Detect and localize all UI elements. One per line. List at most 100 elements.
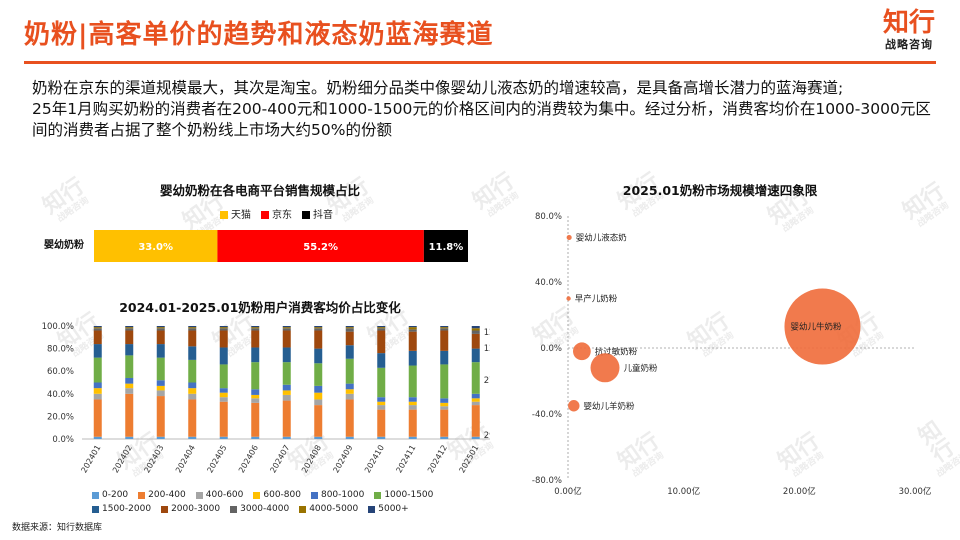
legend-swatch [368,505,376,513]
column-segment-800-1000 [345,383,354,390]
column-segment-2000-3000 [282,330,291,348]
column-segment-5000+ [188,326,197,328]
column-segment-4000-5000 [156,327,165,329]
y-tick-label: 100.0% [42,322,74,332]
legend-swatch [302,211,310,219]
column-segment-800-1000 [156,380,165,386]
x-tick-label: 10.00亿 [667,486,700,497]
x-tick-label: 202406 [237,444,260,475]
column-segment-1000-1500 [471,362,480,394]
data-source-note: 数据来源：知行数据库 [12,523,103,533]
y-tick-label: 80.0% [535,212,562,222]
column-segment-200-400 [93,399,102,437]
column-segment-600-800 [440,402,449,407]
column-segment-1000-1500 [251,362,260,390]
bubble-label: 抗过敏奶粉 [595,346,638,357]
bubble-label: 儿童奶粉 [624,363,659,374]
column-segment-800-1000 [314,385,323,393]
summary-line-2: 25年1月购买奶粉的消费者在200-400元和1000-1500元的价格区间内的… [32,100,931,139]
column-segment-1500-2000 [282,347,291,363]
column-segment-3000-4000 [125,328,134,331]
column-segment-800-1000 [408,397,417,402]
column-segment-2000-3000 [251,330,260,348]
column-segment-1500-2000 [125,344,134,356]
column-segment-400-600 [471,401,480,406]
column-segment-0-200 [93,436,102,439]
column-segment-1500-2000 [188,346,197,360]
column-segment-200-400 [471,405,480,437]
end-value-label: 29.9% [484,431,490,441]
column-segment-4000-5000 [345,327,354,329]
column-segment-1000-1500 [282,362,291,385]
legend-swatch [253,491,261,499]
x-tick-label: 202409 [331,444,354,475]
legend-swatch [261,211,269,219]
y-tick-label: 20.0% [47,412,74,422]
column-segment-2000-3000 [440,330,449,351]
column-segment-5000+ [156,326,165,328]
column-segment-400-600 [251,398,260,403]
y-tick-label: 0.0% [52,435,74,445]
legend-label: 800-1000 [320,490,365,500]
column-segment-4000-5000 [471,328,480,331]
column-segment-1000-1500 [314,363,323,386]
legend-swatch [161,505,169,513]
column-segment-1500-2000 [408,350,417,366]
legend-label: 京东 [272,210,292,221]
column-segment-200-400 [219,401,228,437]
column-segment-0-200 [282,436,291,439]
column-segment-800-1000 [440,398,449,403]
legend-swatch [374,491,382,499]
column-segment-1500-2000 [345,345,354,359]
column-segment-1000-1500 [156,357,165,381]
column-segment-1000-1500 [377,367,386,398]
legend-label: 0-200 [102,490,129,500]
column-segment-200-400 [251,402,260,437]
x-tick-label: 30.00亿 [899,486,932,497]
column-segment-3000-4000 [188,328,197,331]
column-segment-1500-2000 [93,344,102,358]
bubble-婴幼儿羊奶粉 [568,400,580,412]
column-segment-2000-3000 [471,333,480,349]
legend-item-3000-4000: 3000-4000 [230,504,289,514]
column-segment-5000+ [314,326,323,328]
column-segment-200-400 [125,393,134,437]
column-segment-4000-5000 [93,327,102,329]
end-value-label: 12.5% [484,328,490,338]
column-segment-4000-5000 [377,327,386,329]
column-segment-4000-5000 [188,327,197,329]
x-tick-label: 202412 [426,444,449,475]
column-segment-0-200 [251,436,260,439]
column-segment-5000+ [93,326,102,328]
column-segment-5000+ [219,326,228,328]
column-segment-3000-4000 [377,328,386,331]
legend-item-400-600: 400-600 [195,490,243,500]
bubble-早产儿奶粉 [566,296,571,301]
column-segment-3000-4000 [219,328,228,331]
column-segment-3000-4000 [93,328,102,331]
column-segment-1500-2000 [377,353,386,368]
column-segment-2000-3000 [125,330,134,345]
column-segment-5000+ [408,326,417,328]
header-divider [24,61,936,64]
column-segment-400-600 [314,399,323,406]
column-segment-2000-3000 [345,331,354,346]
column-segment-2000-3000 [408,331,417,351]
legend-swatch [230,505,238,513]
x-tick-label: 202410 [363,444,386,475]
y-tick-label: 40.0% [535,278,562,288]
column-segment-2000-3000 [314,330,323,349]
legend-label: 200-400 [148,490,186,500]
end-value-label: 27.7% [484,376,490,386]
column-segment-1000-1500 [219,364,228,389]
legend-item-1500-2000: 1500-2000 [92,504,151,514]
column-segment-3000-4000 [314,328,323,331]
column-segment-1000-1500 [440,364,449,399]
platform-share-legend: 天猫 京东 抖音 [220,206,333,221]
column-segment-600-800 [345,389,354,394]
column-segment-3000-4000 [345,328,354,332]
column-segment-800-1000 [219,388,228,393]
column-segment-4000-5000 [440,327,449,329]
legend-item-4000-5000: 4000-5000 [299,504,358,514]
end-value-label: 12.3% [484,344,490,354]
